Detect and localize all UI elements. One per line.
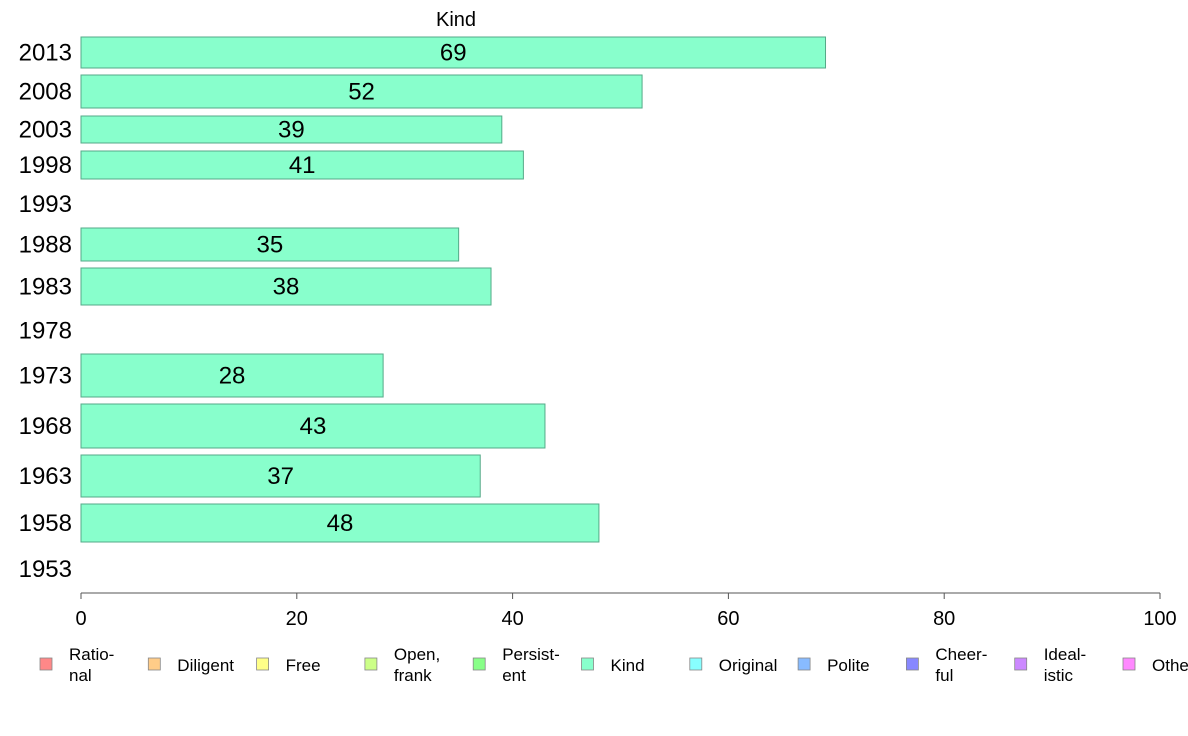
legend-swatch — [256, 657, 270, 671]
legend: Ratio-nal Diligent Free Open, frank Persist-e… — [39, 645, 1188, 685]
legend-label: Open, — [394, 645, 440, 664]
x-tick-label: 80 — [933, 608, 955, 630]
bar — [80, 267, 492, 306]
legend-label: Original — [719, 656, 778, 675]
legend-swatch — [1122, 657, 1136, 671]
legend-item: Diligent — [147, 656, 234, 675]
y-axis-labels: 2013 2008 2003 1998 1993 1988 1983 1978 1973 1968… — [19, 40, 72, 584]
legend-label: Other — [1152, 656, 1188, 675]
bar-value-label: 41 — [289, 152, 316, 179]
legend-label: Diligent — [177, 656, 234, 675]
bar — [80, 503, 600, 543]
y-tick-label: 1953 — [19, 556, 72, 583]
legend-label: ent — [502, 666, 526, 685]
legend-label: Kind — [611, 656, 645, 675]
bar-value-label: 52 — [348, 79, 375, 106]
bar — [80, 115, 503, 144]
bar — [80, 353, 384, 398]
legend-item: Free — [256, 656, 321, 675]
legend-label: ful — [935, 666, 953, 685]
legend-swatch — [689, 657, 703, 671]
x-tick-label: 60 — [717, 608, 739, 630]
bar-value-label: 28 — [219, 363, 246, 390]
legend-label: Polite — [827, 656, 870, 675]
legend-item: Open, frank — [364, 645, 440, 685]
legend-swatch — [581, 657, 594, 671]
x-tick-label: 100 — [1143, 608, 1176, 630]
x-tick-label: 40 — [501, 608, 523, 630]
legend-item: Persist-ent — [472, 645, 560, 685]
legend-item: Other — [1122, 656, 1188, 675]
legend-label: Persist- — [502, 645, 560, 664]
bar — [80, 403, 546, 449]
legend-label: Free — [286, 656, 321, 675]
y-tick-label: 1993 — [19, 191, 72, 218]
legend-swatch — [472, 657, 486, 671]
bar — [80, 454, 481, 498]
legend-item: Cheer-ful — [906, 645, 987, 685]
y-tick-label: 1968 — [19, 413, 72, 440]
legend-item: Polite — [797, 656, 870, 675]
bar-value-label: 39 — [278, 117, 305, 144]
bar-value-label: 37 — [267, 463, 294, 490]
bar-value-label: 48 — [327, 510, 354, 537]
legend-swatch — [364, 657, 378, 671]
bar — [80, 150, 524, 180]
x-tick-label: 20 — [286, 608, 308, 630]
y-tick-label: 1958 — [19, 510, 72, 537]
y-tick-label: 2003 — [19, 117, 72, 144]
bar — [80, 36, 827, 69]
y-tick-label: 1998 — [19, 152, 72, 179]
y-tick-label: 1963 — [19, 463, 72, 490]
legend-item: Original — [689, 656, 778, 675]
bar — [80, 227, 460, 262]
x-axis: 0 20 40 60 80 100 — [75, 592, 1177, 630]
x-tick-label: 0 — [75, 608, 86, 630]
legend-label: Cheer- — [935, 645, 987, 664]
legend-label: frank — [394, 666, 432, 685]
bar-value-label: 35 — [256, 232, 283, 259]
bar-value-label: 69 — [440, 40, 467, 67]
bar-value-label: 38 — [273, 274, 300, 301]
legend-swatch — [39, 657, 53, 671]
legend-item: Ideal-istic — [1014, 645, 1087, 685]
bar-value-label: 43 — [300, 413, 327, 440]
y-tick-label: 1973 — [19, 363, 72, 390]
chart-title: Kind — [436, 9, 476, 31]
bar — [80, 74, 643, 109]
y-tick-label: 2008 — [19, 79, 72, 106]
legend-label: Ideal- — [1044, 645, 1087, 664]
y-tick-label: 1978 — [19, 318, 72, 345]
legend-swatch — [147, 657, 161, 671]
legend-swatch — [797, 657, 811, 671]
legend-swatch — [906, 657, 919, 671]
legend-item: Kind — [581, 656, 645, 675]
legend-label: nal — [69, 666, 92, 685]
legend-label: Ratio- — [69, 645, 114, 664]
legend-item: Ratio-nal — [39, 645, 114, 685]
y-tick-label: 1983 — [19, 274, 72, 301]
y-tick-label: 2013 — [19, 40, 72, 67]
legend-swatch — [1014, 657, 1028, 671]
y-tick-label: 1988 — [19, 232, 72, 259]
legend-label: istic — [1044, 666, 1074, 685]
